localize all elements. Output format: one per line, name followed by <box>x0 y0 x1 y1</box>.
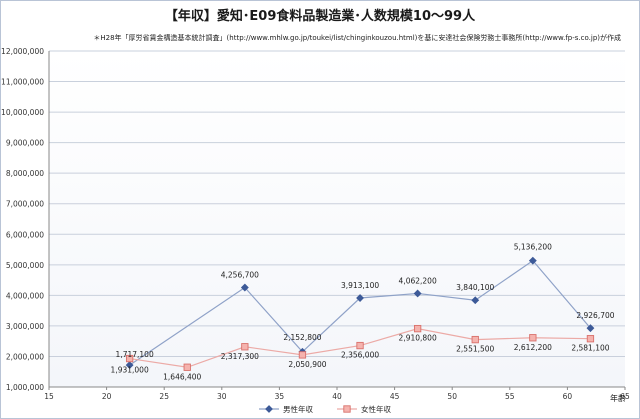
data-label: 3,840,100 <box>456 283 494 292</box>
axes: 1,000,000 2,000,000 3,000,000 4,000,000 5,00… <box>1 47 630 401</box>
point-marker-square <box>125 354 134 363</box>
x-tick-label: 55 <box>505 392 515 401</box>
y-tick-label: 8,000,000 <box>6 169 44 178</box>
source-note: ＊H28年「厚労省賃金構造基本統計調査」(http://www.mhlw.go.… <box>93 33 621 42</box>
data-label: 2,581,100 <box>571 344 609 353</box>
series-line-male <box>129 259 591 366</box>
y-tick-label: 2,000,000 <box>6 352 44 361</box>
series-layer <box>125 256 595 371</box>
data-label: 2,551,500 <box>456 345 494 354</box>
data-label: 2,910,800 <box>399 334 437 343</box>
x-tick-label: 50 <box>447 392 457 401</box>
grid-lines <box>49 50 625 388</box>
data-label: 5,136,200 <box>514 243 552 252</box>
legend-label: 女性年収 <box>361 404 391 414</box>
point-marker-diamond <box>240 283 249 292</box>
legend-label: 男性年収 <box>283 404 313 414</box>
data-label: 2,050,900 <box>288 360 326 369</box>
y-tick-label: 1,000,000 <box>6 383 44 392</box>
x-tick-label: 35 <box>275 392 285 401</box>
point-marker-diamond <box>265 405 273 413</box>
data-label: 1,717,100 <box>116 350 154 359</box>
x-tick-label: 45 <box>390 392 400 401</box>
y-tick-label: 11,000,000 <box>1 78 44 87</box>
data-labels: 1,717,100 4,256,700 2,152,800 3,913,100 4,06… <box>111 243 615 382</box>
point-marker-square <box>586 335 595 343</box>
y-tick-label: 3,000,000 <box>6 322 44 331</box>
y-tick-label: 6,000,000 <box>6 230 44 239</box>
point-marker-diamond <box>413 289 422 298</box>
y-tick-label: 12,000,000 <box>1 47 44 56</box>
y-tick-label: 5,000,000 <box>6 261 44 270</box>
data-label: 1,931,000 <box>111 366 149 375</box>
point-marker-square <box>471 335 479 344</box>
point-marker-diamond <box>586 324 595 333</box>
x-tick-label: 20 <box>102 392 112 401</box>
data-label: 2,356,000 <box>341 351 379 360</box>
point-marker-diamond <box>471 296 480 305</box>
y-tick-label: 7,000,000 <box>6 200 44 209</box>
data-label: 1,646,400 <box>163 372 201 381</box>
data-label: 2,152,800 <box>283 333 321 342</box>
y-tick-label: 9,000,000 <box>6 139 44 148</box>
x-tick-label: 25 <box>159 392 169 401</box>
y-tick-label: 10,000,000 <box>1 108 44 117</box>
x-tick-label: 60 <box>563 392 573 401</box>
point-marker-diamond <box>356 294 364 302</box>
legend: 男性年収 女性年収 <box>259 404 391 414</box>
x-axis-label: 年齢 <box>610 393 626 403</box>
x-tick-label: 30 <box>217 392 227 401</box>
data-label: 2,317,300 <box>221 352 259 361</box>
data-label: 2,926,700 <box>576 311 614 320</box>
data-label: 3,913,100 <box>341 281 379 290</box>
point-marker-square <box>343 405 351 413</box>
point-marker-square <box>413 324 422 333</box>
plot-area <box>49 51 625 387</box>
data-label: 2,612,200 <box>514 343 552 352</box>
point-marker-diamond <box>125 361 134 370</box>
x-tick-label: 65 <box>620 392 630 401</box>
point-marker-diamond <box>528 256 537 265</box>
point-marker-square <box>298 351 307 359</box>
point-marker-square <box>356 341 364 350</box>
point-marker-square <box>241 343 249 351</box>
chart-title: 【年収】愛知･E09食料品製造業･人数規模10～99人 <box>165 8 476 24</box>
x-tick-label: 40 <box>332 392 342 401</box>
data-label: 4,062,200 <box>399 276 437 285</box>
point-marker-square <box>183 363 191 371</box>
y-tick-label: 4,000,000 <box>6 291 44 300</box>
data-label: 4,256,700 <box>221 271 259 280</box>
point-marker-square <box>529 334 537 342</box>
x-tick-label: 15 <box>44 392 54 401</box>
